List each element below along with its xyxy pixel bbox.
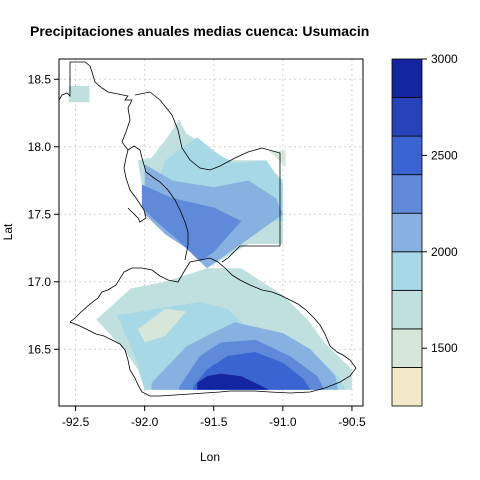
y-axis-label: Lat [1,223,15,240]
legend-swatch [391,251,423,291]
basin-outline [58,61,357,397]
plot-panel: -92.5 -92.0 -91.5 -91.0 -90.5 16.5 17.0 17.5 18… [28,58,366,429]
legend-swatch [391,328,423,368]
legend-tick-label: 3000 [431,52,458,66]
x-tick-label: -91.5 [200,415,228,429]
coastline [58,61,147,223]
legend-swatch [391,367,423,407]
basin-northwest [127,145,189,261]
x-tick-label: -90.5 [338,415,366,429]
precip-region [141,184,242,262]
precip-contours [68,86,352,390]
map-title: Precipitaciones anuales medias cuenca: U… [30,23,369,39]
y-axis: 16.5 17.0 17.5 18.0 18.5 [28,72,59,356]
y-tick-label: 17.5 [28,207,52,221]
legend-swatch [391,135,423,176]
basin-northeast [134,91,281,263]
plot-frame [58,58,364,407]
y-tick-label: 17.0 [28,275,52,289]
y-tick-label: 18.5 [28,72,52,86]
precip-region [68,86,90,103]
y-tick-label: 16.5 [28,342,52,356]
precip-region [197,373,269,390]
x-axis: -92.5 -92.0 -91.5 -91.0 -90.5 [62,406,366,429]
basin-south [69,257,357,397]
color-legend: 1500 2000 2500 3000 [391,52,458,407]
legend-tick-label: 1500 [431,341,458,355]
precip-region [137,308,187,343]
precip-region [269,150,286,167]
x-tick-label: -91.0 [269,415,297,429]
y-tick-label: 18.0 [28,140,52,154]
legend-swatch [391,97,423,137]
legend-swatch [391,58,423,98]
legend-swatch [391,212,423,253]
x-tick-label: -92.0 [131,415,159,429]
x-axis-label: Lon [200,450,220,464]
x-tick-label: -92.5 [62,415,90,429]
legend-tick-label: 2500 [431,148,458,162]
legend-swatch [391,289,423,330]
legend-tick-label: 2000 [431,245,458,259]
legend-swatch [391,174,423,214]
